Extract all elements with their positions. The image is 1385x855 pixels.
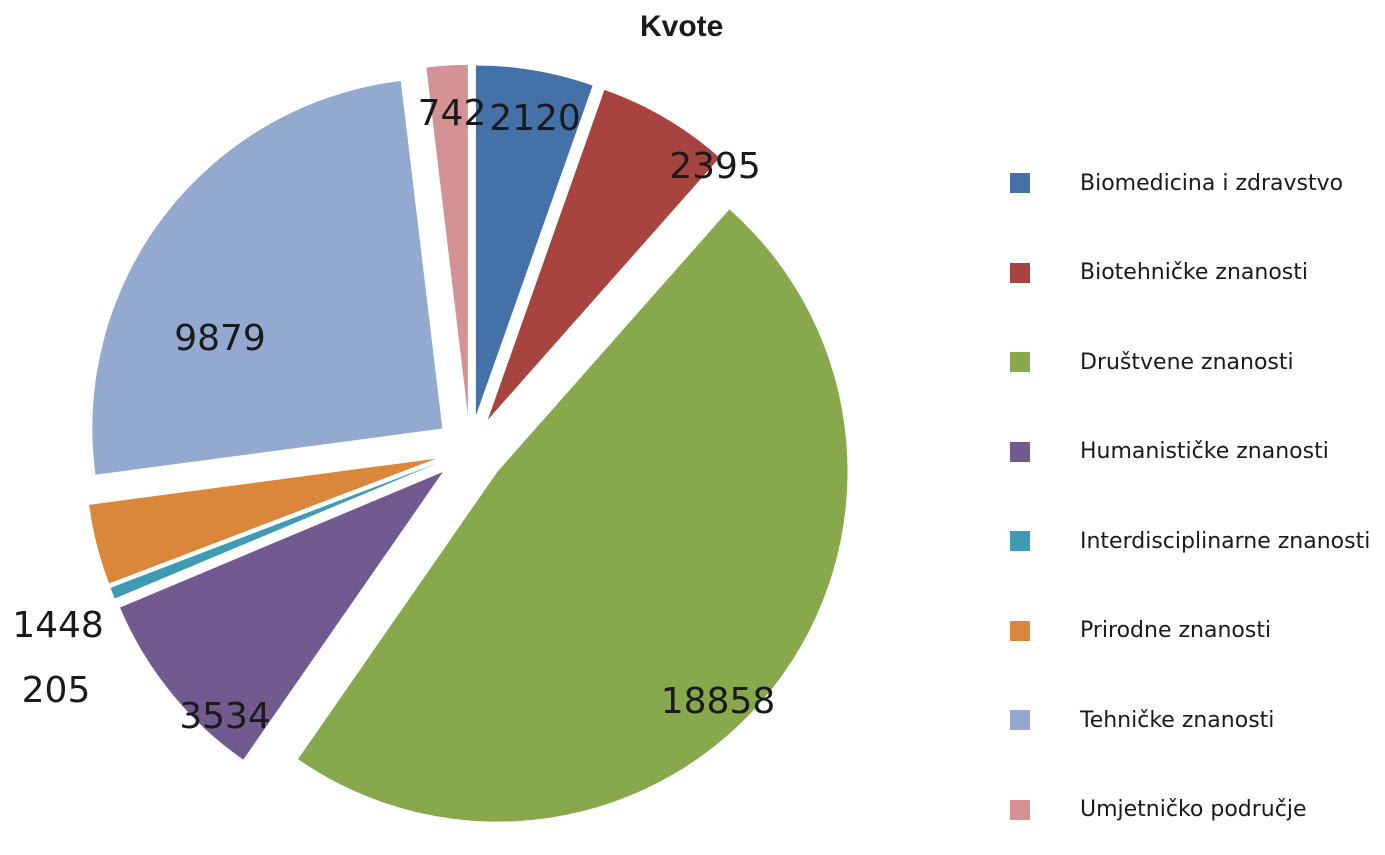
pie-slice-2 [487,89,720,420]
legend-swatch [1010,441,1030,462]
legend-label: Humanističke znanosti [1080,439,1329,464]
legend-item: Umjetničko područje [1010,795,1307,825]
slice-data-label: 9879 [174,318,266,359]
legend-item: Interdisciplinarne znanosti [1010,526,1370,556]
legend-item: Društvene znanosti [1010,347,1294,377]
legend-swatch [1010,620,1030,641]
pie-slice-8 [426,65,468,416]
legend-label: Umjetničko područje [1080,797,1307,822]
legend-swatch [1010,262,1030,283]
legend-label: Prirodne znanosti [1080,618,1272,643]
legend-item: Biotehničke znanosti [1010,258,1308,288]
pie-slice-1 [475,65,593,416]
legend-swatch [1010,710,1030,730]
legend-item: Humanističke znanosti [1010,437,1329,467]
slice-data-label: 1448 [12,605,104,646]
pie-slice-4 [120,472,443,760]
slice-data-label: 2120 [489,98,581,139]
slice-data-label: 205 [22,670,91,711]
legend-swatch [1010,173,1030,193]
pie-slice-6 [89,458,437,584]
pie-slice-3 [298,209,848,822]
slice-data-label: 18858 [661,681,776,722]
chart-title: Kvote [640,10,724,43]
pie-slice-5 [110,463,438,599]
slice-data-label: 2395 [669,146,761,187]
legend-swatch [1010,799,1030,820]
legend-item: Biomedicina i zdravstvo [1010,168,1343,198]
slice-data-label: 742 [418,93,487,134]
legend-swatch [1010,352,1030,372]
legend-label: Biotehničke znanosti [1080,260,1308,285]
pie-slice-7 [92,81,443,475]
legend-item: Prirodne znanosti [1010,616,1271,646]
legend-label: Tehničke znanosti [1080,707,1275,733]
legend-label: Društvene znanosti [1080,349,1294,375]
legend-label: Interdisciplinarne znanosti [1080,528,1371,554]
legend-label: Biomedicina i zdravstvo [1080,170,1344,196]
legend-swatch [1010,531,1030,551]
slice-data-label: 3534 [179,696,271,737]
legend-item: Tehničke znanosti [1010,705,1274,735]
